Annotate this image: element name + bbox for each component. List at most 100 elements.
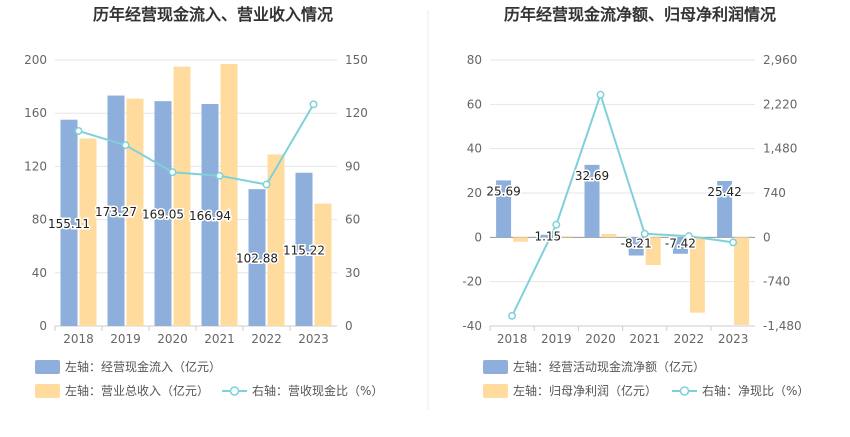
right-chart: -40 -20 0 20 40 60 80 -1,480 -740 0 740 1,480 2,220 2… bbox=[462, 53, 809, 398]
legend-label: 左轴：营业总收入（亿元） bbox=[65, 383, 209, 398]
legend-label: 左轴：经营现金流入（亿元） bbox=[65, 359, 221, 374]
x-axis-tick: 2018 bbox=[63, 332, 94, 346]
x-axis-tick: 2019 bbox=[541, 332, 572, 346]
right-axis-tick: -1,480 bbox=[763, 319, 802, 333]
ratio-point bbox=[640, 229, 649, 238]
right-axis-tick: 1,480 bbox=[763, 142, 797, 156]
bar-secondary bbox=[126, 98, 144, 326]
ratio-point bbox=[74, 126, 83, 135]
legend-swatch bbox=[483, 384, 508, 398]
bar-value-label: 1.15 bbox=[534, 229, 561, 243]
ratio-point bbox=[552, 220, 561, 229]
bar-primary bbox=[717, 180, 733, 238]
left-axis-tick: 80 bbox=[467, 53, 482, 67]
right-axis-tick: 0 bbox=[763, 230, 771, 244]
right-axis-tick: 150 bbox=[345, 53, 368, 67]
ratio-point bbox=[262, 180, 271, 189]
bar-value-label: 25.69 bbox=[486, 184, 520, 198]
x-axis-tick: 2020 bbox=[157, 332, 188, 346]
bar-secondary bbox=[173, 66, 191, 327]
left-axis-tick: 0 bbox=[474, 230, 482, 244]
right-axis-tick: 120 bbox=[345, 106, 368, 120]
left-axis-tick: 40 bbox=[32, 266, 47, 280]
x-axis-tick: 2023 bbox=[718, 332, 749, 346]
bar-secondary bbox=[513, 237, 529, 242]
bar-primary bbox=[496, 180, 512, 238]
x-axis-tick: 2021 bbox=[629, 332, 660, 346]
left-axis-tick: 120 bbox=[24, 159, 47, 173]
left-axis-tick: -40 bbox=[462, 319, 482, 333]
left-axis-tick: 80 bbox=[32, 213, 47, 227]
bar-secondary bbox=[314, 203, 332, 326]
bar-secondary bbox=[734, 237, 750, 325]
bar-secondary bbox=[267, 154, 285, 326]
left-axis-tick: 160 bbox=[24, 106, 47, 120]
bar-secondary bbox=[557, 236, 573, 238]
bar-secondary bbox=[645, 237, 661, 266]
bar-value-label: 25.42 bbox=[707, 185, 741, 199]
bar-primary bbox=[154, 101, 172, 326]
right-axis-tick: -740 bbox=[763, 275, 790, 289]
legend-label: 右轴：净现比（%） bbox=[702, 383, 809, 398]
right-axis-tick: 30 bbox=[345, 266, 360, 280]
right-chart-title: 历年经营现金流净额、归母净利润情况 bbox=[504, 5, 776, 24]
bar-value-label: 155.11 bbox=[48, 217, 90, 231]
ratio-point bbox=[508, 311, 517, 320]
legend-swatch-marker bbox=[229, 386, 240, 396]
ratio-point bbox=[684, 232, 693, 241]
bar-value-label: -8.21 bbox=[621, 236, 652, 250]
bar-primary bbox=[60, 119, 78, 326]
ratio-point bbox=[168, 168, 177, 177]
bar-secondary bbox=[689, 237, 705, 313]
right-axis-tick: 90 bbox=[345, 159, 360, 173]
legend-swatch-marker bbox=[679, 386, 690, 396]
legend-swatch bbox=[483, 360, 508, 374]
bar-primary bbox=[584, 164, 600, 238]
left-chart-title: 历年经营现金流入、营业收入情况 bbox=[93, 5, 333, 24]
bar-value-label: 115.22 bbox=[283, 243, 325, 257]
x-axis-tick: 2023 bbox=[298, 332, 329, 346]
x-axis-tick: 2022 bbox=[674, 332, 705, 346]
bar-secondary bbox=[79, 138, 97, 326]
x-axis-tick: 2018 bbox=[497, 332, 528, 346]
legend-label: 左轴：归母净利润（亿元） bbox=[513, 383, 657, 398]
bar-primary bbox=[540, 234, 556, 238]
x-axis-tick: 2019 bbox=[110, 332, 141, 346]
bar-primary bbox=[201, 103, 219, 326]
ratio-point bbox=[309, 100, 318, 109]
bar-primary bbox=[107, 95, 125, 326]
ratio-point bbox=[215, 171, 224, 180]
bar-primary bbox=[248, 189, 266, 326]
left-chart: 0 40 80 120 160 200 0 30 60 90 120 150 2018 2019 2020 2… bbox=[24, 53, 383, 398]
x-axis-tick: 2020 bbox=[585, 332, 616, 346]
bar-value-label: 166.94 bbox=[189, 209, 231, 223]
ratio-point bbox=[121, 141, 130, 150]
x-axis-tick: 2022 bbox=[251, 332, 282, 346]
bar-secondary bbox=[601, 234, 617, 238]
ratio-point bbox=[596, 90, 605, 99]
right-axis-tick: 0 bbox=[345, 319, 353, 333]
left-axis-tick: -20 bbox=[462, 275, 482, 289]
bar-value-label: 32.69 bbox=[575, 169, 609, 183]
bar-primary bbox=[672, 237, 688, 254]
legend-label: 右轴：营收现金比（%） bbox=[252, 383, 383, 398]
legend-swatch bbox=[35, 384, 60, 398]
bar-value-label: -7.42 bbox=[665, 236, 696, 250]
left-axis-tick: 40 bbox=[467, 142, 482, 156]
bar-primary bbox=[628, 237, 644, 256]
right-axis-tick: 2,220 bbox=[763, 97, 797, 111]
ratio-point bbox=[729, 238, 738, 247]
bar-secondary bbox=[220, 63, 238, 327]
right-axis-tick: 2,960 bbox=[763, 53, 797, 67]
bar-value-label: 169.05 bbox=[142, 208, 184, 222]
ratio-line bbox=[511, 91, 734, 317]
right-axis-tick: 740 bbox=[763, 186, 786, 200]
left-axis-tick: 0 bbox=[39, 319, 47, 333]
right-axis-tick: 60 bbox=[345, 213, 360, 227]
bar-value-label: 173.27 bbox=[95, 205, 137, 219]
ratio-line bbox=[78, 103, 315, 186]
legend-swatch bbox=[35, 360, 60, 374]
bar-primary bbox=[295, 172, 313, 326]
left-axis-tick: 20 bbox=[467, 186, 482, 200]
